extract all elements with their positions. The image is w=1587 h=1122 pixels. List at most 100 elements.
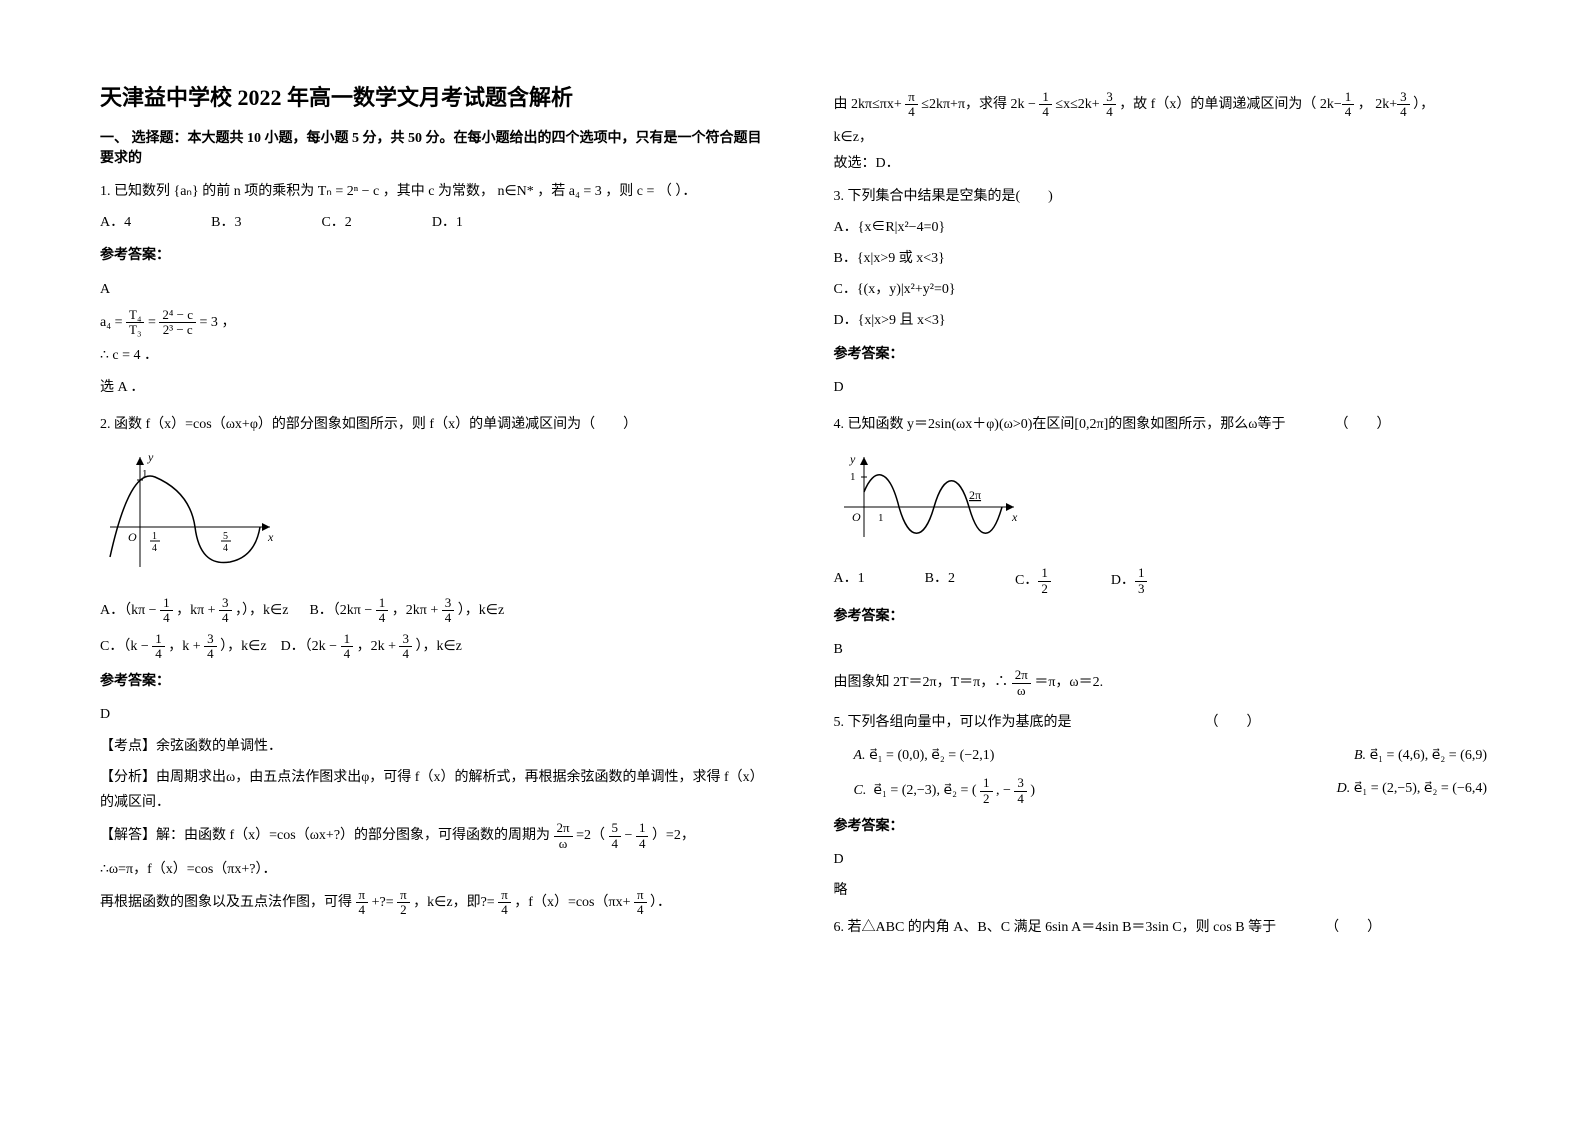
f: 2 — [1038, 582, 1051, 596]
q1-work-line-3: 选 A ． — [100, 375, 774, 400]
t: C． — [1015, 573, 1038, 588]
question-5: 5. 下列各组向量中，可以作为基底的是 （ ） A. e⃗₁ = (0,0), … — [834, 710, 1508, 904]
svg-text:y: y — [849, 452, 856, 466]
q3-answer-letter: D — [834, 375, 1508, 400]
q4-choice-a: A．1 — [834, 566, 865, 596]
left-column: 天津益中学校 2022 年高一数学文月考试题含解析 一、 选择题：本大题共 10… — [100, 60, 774, 953]
f: π — [356, 888, 369, 903]
f: 5 — [609, 821, 622, 836]
q5-lue: 略 — [834, 878, 1508, 903]
f: 3 — [1103, 90, 1116, 105]
f: 4 — [152, 647, 165, 661]
f: 4 — [498, 903, 511, 917]
section-1-heading: 一、 选择题：本大题共 10 小题，每小题 5 分，共 50 分。在每小题给出的… — [100, 127, 774, 167]
t: ， — [1358, 97, 1372, 112]
q2-fenxi: 【分析】由周期求出ω，由五点法作图求出φ，可得 f（x）的解析式，再根据余弦函数… — [100, 765, 774, 815]
f: 4 — [356, 903, 369, 917]
q2-cont-line-2: k∈z， — [834, 126, 1508, 146]
f: 3 — [1397, 90, 1410, 105]
q4-work: 由图象知 2T＝2π，T＝π，∴ 2πω ＝π，ω＝2. — [834, 668, 1508, 698]
q3-stem: 3. 下列集合中结果是空集的是( ) — [834, 184, 1508, 209]
q2-cont-line-3: 故选：D． — [834, 152, 1508, 172]
f: 4 — [399, 647, 412, 661]
f: 4 — [1014, 792, 1027, 806]
q1-choice-c: C．2 — [321, 210, 351, 235]
q1-work-lhs: a₄ = — [100, 315, 123, 330]
q2-c-pre: C．（k − — [100, 639, 149, 654]
f: 3 — [219, 596, 232, 611]
f: 1 — [152, 632, 165, 647]
t: 2k+ — [1375, 97, 1397, 112]
f: 1 — [376, 596, 389, 611]
t: D． — [1111, 573, 1135, 588]
q5-choice-a: A. e⃗₁ = (0,0), e⃗₂ = (−2,1) — [854, 743, 995, 768]
f: 3 — [399, 632, 412, 647]
q2-b-post: ），k∈z — [458, 603, 504, 618]
q4-choice-b: B．2 — [925, 566, 955, 596]
f: 1 — [980, 776, 993, 791]
t: 2k− — [1320, 97, 1342, 112]
q2-b-mid: ，2kπ + — [392, 603, 438, 618]
t: e⃗₁ = (2,−5), e⃗₂ = (−6,4) — [1354, 781, 1487, 796]
svg-text:1: 1 — [850, 471, 856, 483]
q4-choices: A．1 B．2 C．12 D．13 — [834, 566, 1508, 596]
t: D. — [1337, 781, 1351, 796]
q5-stem: 5. 下列各组向量中，可以作为基底的是 （ ） — [834, 710, 1508, 735]
q5-answer-letter: D — [834, 847, 1508, 872]
svg-text:1: 1 — [878, 512, 884, 524]
svg-text:x: x — [1011, 510, 1018, 524]
q2-answer-label: 参考答案： — [100, 669, 774, 694]
q2-choice-row-1: A．（kπ − 14 ，kπ + 34 ，），k∈z B．（2kπ − 14 ，… — [100, 596, 774, 626]
q2-c-post: ），k∈z — [220, 639, 266, 654]
t: B. — [1354, 748, 1366, 763]
q1-frac-n2: 2⁴ − c — [159, 308, 196, 323]
t: ≤x≤2k+ — [1055, 97, 1099, 112]
f: 2π — [1012, 668, 1031, 683]
t: ）=2， — [652, 828, 695, 843]
svg-text:5: 5 — [223, 531, 228, 542]
svg-text:4: 4 — [223, 543, 228, 554]
t: ）． — [650, 895, 671, 910]
t: A. — [854, 748, 866, 763]
svg-text:2π: 2π — [969, 488, 981, 502]
f: 4 — [204, 647, 217, 661]
q2-a-post: ，），k∈z — [235, 603, 288, 618]
q4-answer-label: 参考答案： — [834, 604, 1508, 629]
svg-text:1: 1 — [152, 531, 157, 542]
q1-stem: 1. 已知数列 {aₙ} 的前 n 项的乘积为 Tₙ = 2ⁿ − c ，其中 … — [100, 179, 774, 204]
f: 4 — [1103, 105, 1116, 119]
f: 1 — [160, 596, 173, 611]
q1-answer-letter: A — [100, 277, 774, 302]
t: +?= — [372, 895, 394, 910]
t: =2（ — [576, 828, 605, 843]
f: 4 — [219, 611, 232, 625]
f: 1 — [341, 632, 354, 647]
t: 【解答】解：由函数 f（x）=cos（ωx+?）的部分图象，可得函数的周期为 — [100, 828, 550, 843]
q4-answer-letter: B — [834, 637, 1508, 662]
q1-choices: A．4 B．3 C．2 D．1 — [100, 210, 774, 235]
t: ）， — [1413, 97, 1434, 112]
q1-choice-b: B．3 — [211, 210, 241, 235]
q1-work-line-2: ∴ c = 4 ． — [100, 343, 774, 368]
f: 2 — [980, 792, 993, 806]
svg-text:x: x — [267, 530, 274, 544]
question-2: 2. 函数 f（x）=cos（ωx+φ）的部分图象如图所示，则 f（x）的单调递… — [100, 412, 774, 918]
f: 1 — [636, 821, 649, 836]
q1-frac-n1: T₄ — [126, 308, 144, 323]
question-6: 6. 若△ABC 的内角 A、B、C 满足 6sin A＝4sin B＝3sin… — [834, 915, 1508, 940]
t: , − — [996, 783, 1011, 798]
q4-choice-c: C．12 — [1015, 566, 1051, 596]
f: 2π — [554, 821, 573, 836]
f: π — [634, 888, 647, 903]
q2-jieda-2: ∴ω=π，f（x）=cos（πx+?）． — [100, 857, 774, 882]
f: ω — [1012, 684, 1031, 698]
q2-answer-letter: D — [100, 702, 774, 727]
page-title: 天津益中学校 2022 年高一数学文月考试题含解析 — [100, 80, 774, 112]
q3-choice-b: B．{x|x>9 或 x<3} — [834, 246, 1508, 271]
q5-choice-d: D. e⃗₁ = (2,−5), e⃗₂ = (−6,4) — [1337, 776, 1487, 806]
f: 4 — [160, 611, 173, 625]
q2-kaodian: 【考点】余弦函数的单调性． — [100, 734, 774, 759]
svg-text:O: O — [128, 530, 137, 544]
q2-d-mid: ，2k + — [357, 639, 396, 654]
question-3: 3. 下列集合中结果是空集的是( ) A．{x∈R|x²−4=0} B．{x|x… — [834, 184, 1508, 400]
